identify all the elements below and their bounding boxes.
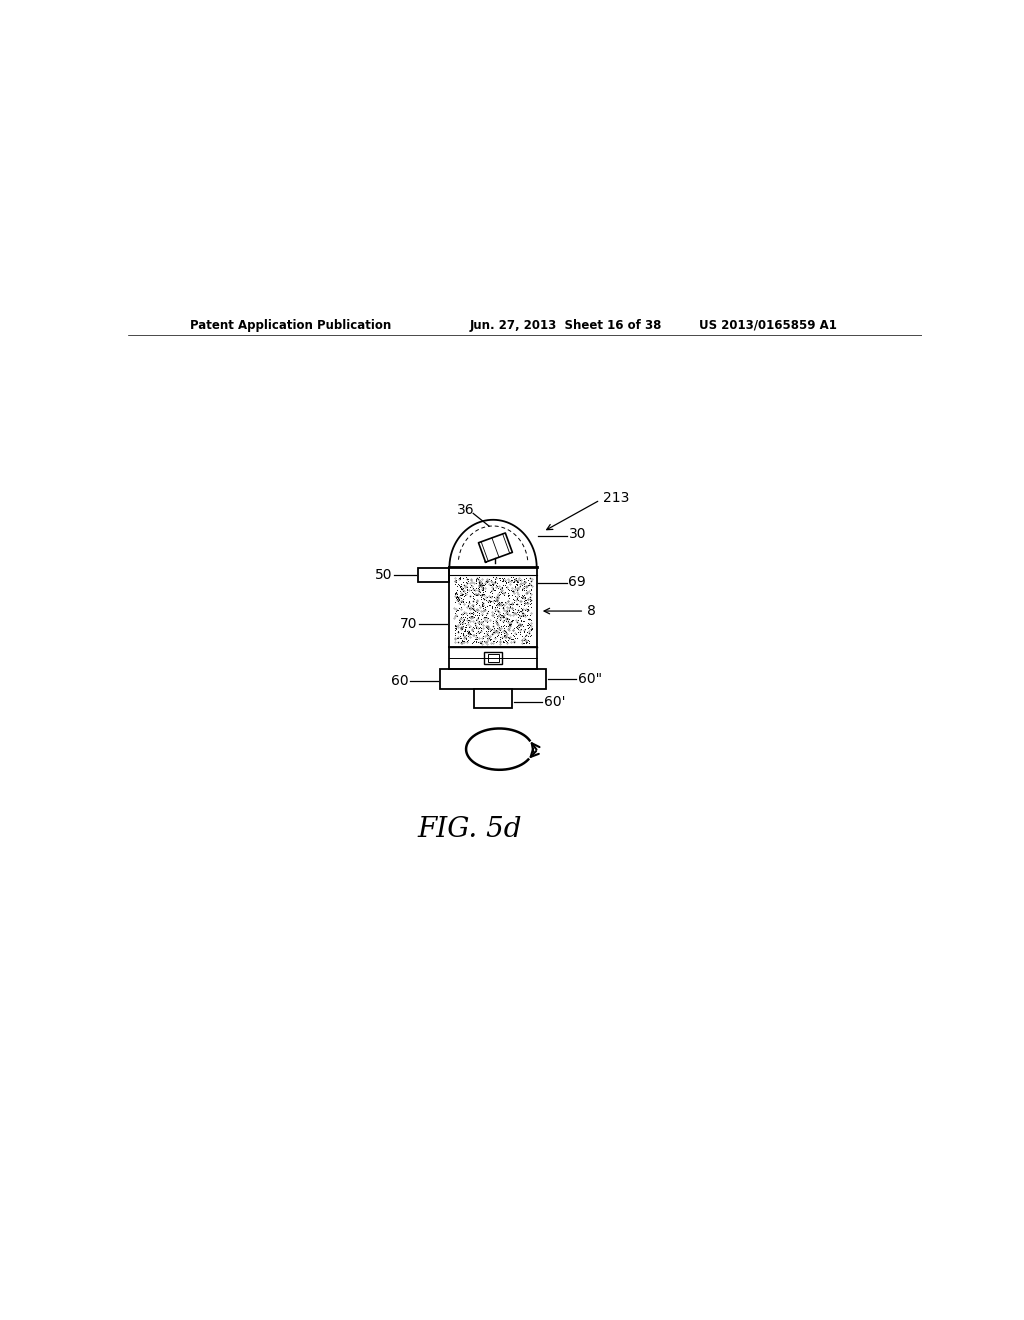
- Text: FIG. 5d: FIG. 5d: [417, 816, 521, 842]
- Text: 30: 30: [568, 527, 586, 541]
- Text: Patent Application Publication: Patent Application Publication: [189, 318, 391, 331]
- Bar: [418, 568, 450, 582]
- Text: 69: 69: [568, 574, 586, 589]
- Text: 60: 60: [390, 675, 409, 688]
- Bar: [487, 653, 499, 661]
- Text: 70: 70: [400, 616, 418, 631]
- Text: 60": 60": [578, 672, 602, 686]
- Text: US 2013/0165859 A1: US 2013/0165859 A1: [699, 318, 838, 331]
- Bar: [440, 669, 546, 689]
- Text: 36: 36: [458, 503, 475, 517]
- Text: 50: 50: [375, 569, 392, 582]
- Text: 8: 8: [587, 605, 596, 618]
- Bar: [484, 652, 502, 664]
- Text: 213: 213: [602, 491, 629, 504]
- Text: Jun. 27, 2013  Sheet 16 of 38: Jun. 27, 2013 Sheet 16 of 38: [469, 318, 662, 331]
- Text: 60': 60': [544, 694, 565, 709]
- Bar: [474, 689, 512, 708]
